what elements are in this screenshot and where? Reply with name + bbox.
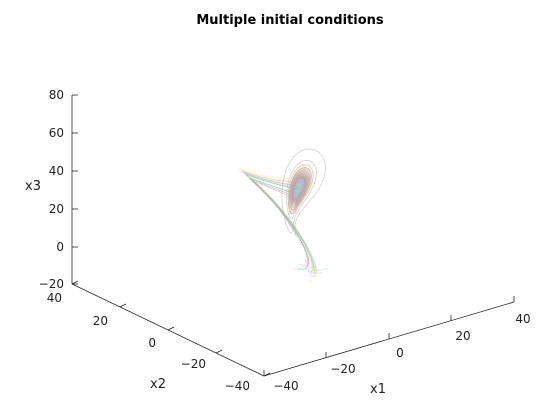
- z-tick-label: 40: [49, 164, 64, 178]
- z-axis-label: x3: [25, 179, 41, 194]
- x-tick-label: −20: [330, 362, 355, 376]
- z-tick-label: 80: [49, 88, 64, 102]
- z-tick-label: 60: [49, 126, 64, 140]
- y-tick-mark: [215, 349, 223, 354]
- y-tick-label: −20: [181, 357, 206, 371]
- z-tick-label: 0: [56, 240, 64, 254]
- y-tick-mark: [71, 280, 79, 285]
- y-tick-label: 40: [47, 291, 62, 305]
- trajectory-group: [238, 148, 329, 281]
- z-tick-label: −20: [39, 277, 64, 291]
- y-tick-label: 0: [148, 336, 156, 350]
- x-tick-label: 20: [455, 329, 470, 343]
- chart-title: Multiple initial conditions: [196, 13, 384, 28]
- y-tick-mark: [119, 303, 127, 308]
- axes-group: 80 60 40 20 0 −20 40 20 0 −20 −40 −40 −2…: [25, 88, 531, 397]
- x-tick-label: 40: [515, 312, 530, 326]
- x-tick-label: 0: [396, 346, 404, 360]
- z-tick-label: 20: [49, 202, 64, 216]
- x-tick-label: −40: [273, 379, 298, 393]
- y-tick-mark: [263, 372, 271, 377]
- y-tick-label: 20: [93, 314, 108, 328]
- y-tick-label: −40: [225, 379, 250, 393]
- x-axis-label: x1: [370, 382, 386, 397]
- trajectory-line: [253, 148, 326, 264]
- y-tick-mark: [167, 326, 175, 331]
- y-axis-label: x2: [150, 377, 166, 392]
- trajectory-line: [245, 174, 313, 273]
